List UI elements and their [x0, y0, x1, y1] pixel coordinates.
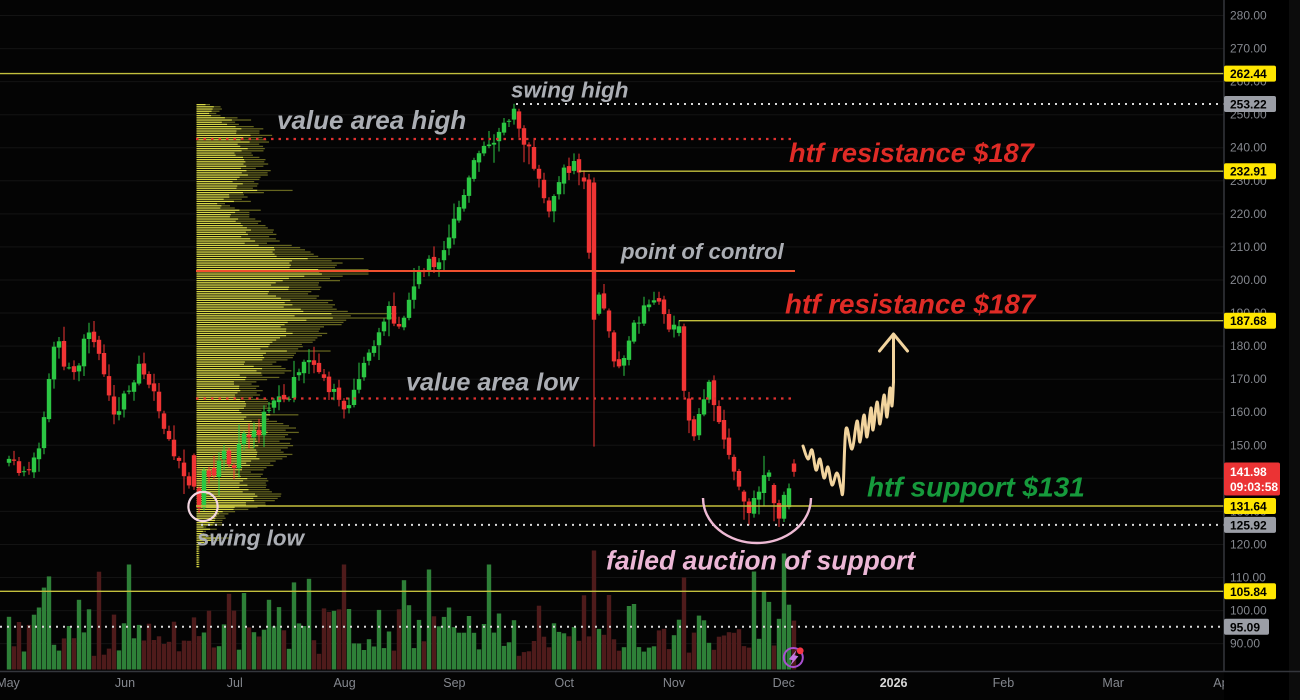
- svg-text:210.00: 210.00: [1230, 240, 1267, 254]
- svg-text:120.00: 120.00: [1230, 538, 1267, 552]
- svg-text:125.92: 125.92: [1230, 518, 1267, 532]
- svg-text:232.91: 232.91: [1230, 165, 1267, 179]
- svg-text:09:03:58: 09:03:58: [1230, 480, 1278, 494]
- svg-text:failed auction of support: failed auction of support: [606, 545, 916, 575]
- svg-text:150.00: 150.00: [1230, 438, 1267, 452]
- svg-text:value area high: value area high: [277, 105, 466, 135]
- svg-text:Mar: Mar: [1102, 676, 1124, 690]
- svg-text:Jun: Jun: [115, 676, 135, 690]
- svg-text:htf resistance $187: htf resistance $187: [789, 137, 1036, 168]
- svg-text:Sep: Sep: [443, 676, 465, 690]
- svg-text:240.00: 240.00: [1230, 141, 1267, 155]
- svg-text:May: May: [0, 676, 21, 690]
- svg-text:Jul: Jul: [227, 676, 243, 690]
- svg-text:253.22: 253.22: [1230, 98, 1267, 112]
- svg-text:90.00: 90.00: [1230, 637, 1260, 651]
- svg-text:141.98: 141.98: [1230, 465, 1267, 479]
- svg-text:100.00: 100.00: [1230, 604, 1267, 618]
- svg-text:swing high: swing high: [511, 77, 629, 102]
- svg-text:220.00: 220.00: [1230, 207, 1267, 221]
- svg-text:270.00: 270.00: [1230, 42, 1267, 56]
- svg-text:2026: 2026: [880, 676, 908, 690]
- svg-text:point of control: point of control: [620, 239, 785, 264]
- svg-text:170.00: 170.00: [1230, 372, 1267, 386]
- svg-text:95.09: 95.09: [1230, 620, 1260, 634]
- svg-text:180.00: 180.00: [1230, 339, 1267, 353]
- svg-text:Dec: Dec: [773, 676, 795, 690]
- svg-text:swing low: swing low: [197, 525, 306, 550]
- svg-text:htf resistance $187: htf resistance $187: [785, 288, 1037, 319]
- svg-text:Oct: Oct: [554, 676, 574, 690]
- svg-text:Nov: Nov: [663, 676, 686, 690]
- svg-text:value area low: value area low: [406, 368, 580, 396]
- svg-text:131.64: 131.64: [1230, 500, 1267, 514]
- svg-text:262.44: 262.44: [1230, 67, 1267, 81]
- svg-text:200.00: 200.00: [1230, 273, 1267, 287]
- svg-text:110.00: 110.00: [1230, 571, 1266, 585]
- svg-text:Feb: Feb: [993, 676, 1015, 690]
- svg-text:187.68: 187.68: [1230, 314, 1267, 328]
- svg-text:Aug: Aug: [333, 676, 355, 690]
- svg-text:160.00: 160.00: [1230, 405, 1267, 419]
- svg-text:280.00: 280.00: [1230, 9, 1267, 23]
- svg-text:105.84: 105.84: [1230, 585, 1267, 599]
- svg-text:htf support $131: htf support $131: [867, 471, 1085, 502]
